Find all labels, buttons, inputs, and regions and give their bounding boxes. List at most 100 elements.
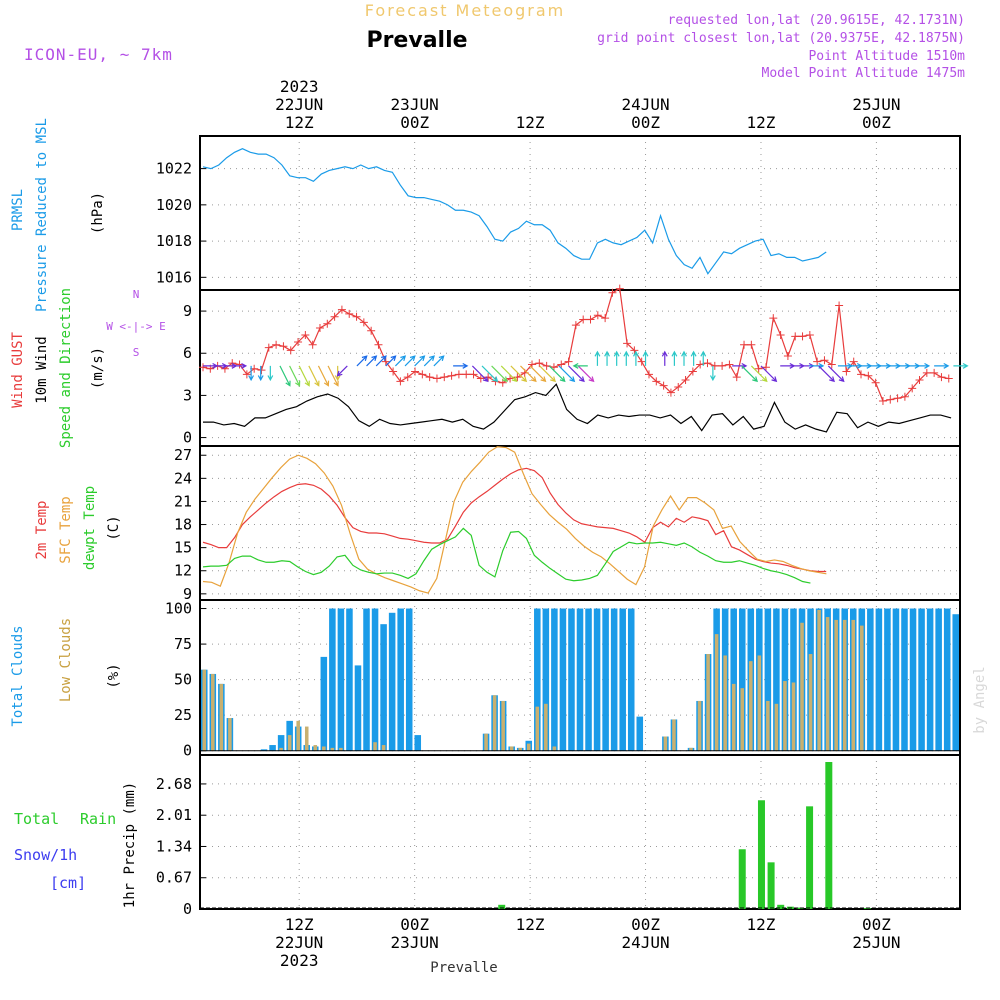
low-cloud-bar: [373, 742, 377, 751]
wind-arrow: [568, 365, 585, 383]
wind-arrow: [760, 365, 778, 383]
gust-marker: [564, 357, 573, 366]
total-cloud-bar: [277, 735, 285, 751]
wind-arrow: [632, 350, 639, 366]
gust-marker: [447, 371, 456, 380]
gust-marker: [659, 381, 668, 390]
temp-unit: (C): [106, 515, 122, 540]
wind-arrow: [827, 365, 845, 383]
gust-marker: [944, 374, 953, 383]
gust-marker: [571, 321, 580, 330]
gust-marker: [703, 359, 712, 368]
low-cloud-bar: [714, 634, 719, 751]
gust-marker: [878, 397, 887, 406]
gust-marker: [842, 367, 851, 376]
gust-marker: [857, 370, 866, 379]
temperature-tick-label: 18: [174, 516, 192, 534]
wind-tick-label: 9: [183, 302, 192, 320]
low-cloud-bar: [304, 726, 309, 751]
bottom-time-label: 25JUN: [852, 933, 900, 952]
total-cloud-bar: [773, 608, 780, 751]
total-cloud-bar: [935, 608, 942, 751]
low-cloud-bar: [544, 703, 548, 751]
gust-marker: [681, 375, 690, 384]
wind-arrow: [690, 350, 697, 366]
gust-marker: [908, 384, 917, 393]
bottom-time-label: 24JUN: [621, 933, 669, 952]
low-cloud-bar: [817, 609, 821, 751]
gust-marker: [601, 314, 610, 323]
total-cloud-bar: [534, 608, 541, 751]
total-cloud-bar: [337, 608, 345, 751]
prmsl-label: PRMSL: [10, 189, 26, 231]
cloud-unit: (%): [106, 663, 122, 688]
low-cloud-bar: [381, 745, 386, 751]
dewpoint-line: [202, 527, 811, 584]
wind-tick-label: 6: [183, 344, 192, 362]
precip-bar: [796, 907, 804, 909]
gust-marker: [469, 370, 478, 379]
wind-arrow: [423, 355, 435, 367]
wind-arrow: [366, 355, 378, 367]
gust-marker: [893, 394, 902, 403]
low-cloud-bar: [322, 746, 326, 751]
gust-marker: [294, 338, 303, 346]
low-cloud-bar: [484, 733, 488, 751]
low-cloud-bar: [774, 703, 779, 751]
wind-arrow: [356, 355, 368, 367]
temp-sfc-label: SFC Temp: [58, 496, 74, 563]
total-cloud-bar: [738, 608, 746, 751]
wind-arrow: [385, 355, 397, 367]
model-name: ICON-EU, ~ 7km: [24, 45, 173, 64]
precip-labels: Total Rain Snow/1h [cm] 1hr Precip (mm): [14, 782, 138, 908]
total-cloud-bar: [627, 608, 635, 751]
total-cloud-bar: [551, 608, 558, 751]
total-cloud-bar: [414, 735, 422, 751]
gust-marker: [396, 377, 405, 386]
gust-marker: [937, 373, 946, 382]
gust-marker: [798, 332, 807, 341]
wind-arrow: [267, 365, 274, 382]
wind-arrow: [548, 365, 566, 383]
wind-arrow: [471, 365, 489, 383]
total-cloud-bar: [363, 608, 370, 751]
total-cloud-bar: [346, 608, 353, 751]
gust-marker: [301, 330, 310, 339]
wind-arrow: [661, 350, 668, 366]
precip-bar: [825, 762, 833, 909]
wind-10m-label: 10m Wind: [34, 336, 50, 403]
gust-marker: [783, 352, 792, 361]
gust-marker: [315, 323, 324, 332]
gust-marker: [769, 314, 778, 323]
gust-marker: [864, 371, 873, 380]
gust-marker: [630, 346, 639, 355]
gust-marker: [805, 330, 814, 339]
low-cloud-bar: [296, 720, 300, 751]
gust-marker: [323, 319, 332, 328]
top-time-label: 00Z: [862, 113, 891, 132]
total-cloud-bar: [867, 608, 874, 751]
wind-arrow: [327, 365, 339, 387]
bottom-time-label: 12Z: [516, 915, 545, 934]
low-cloud-bar: [697, 700, 702, 751]
gust-marker: [279, 342, 288, 351]
precip-panel: [199, 754, 961, 910]
total-cloud-bar: [892, 608, 900, 751]
temperature-tick-label: 12: [174, 562, 192, 580]
wind-arrow: [433, 355, 445, 367]
pressure-tick-label: 1016: [156, 268, 192, 286]
total-cloud-bar: [593, 608, 601, 751]
gust-marker: [272, 340, 281, 349]
wind-arrow: [289, 365, 301, 387]
gust-marker: [345, 309, 354, 318]
low-cloud-bar: [825, 617, 830, 751]
direction-north: N: [133, 288, 140, 301]
gust-marker: [886, 395, 895, 404]
gust-marker: [199, 363, 207, 372]
wind-arrow: [414, 355, 426, 367]
total-cloud-bar: [576, 608, 584, 751]
precip-bar: [863, 908, 871, 909]
gust-marker: [462, 370, 471, 379]
low-cloud-bar: [219, 683, 224, 751]
wind-arrow: [572, 362, 588, 369]
